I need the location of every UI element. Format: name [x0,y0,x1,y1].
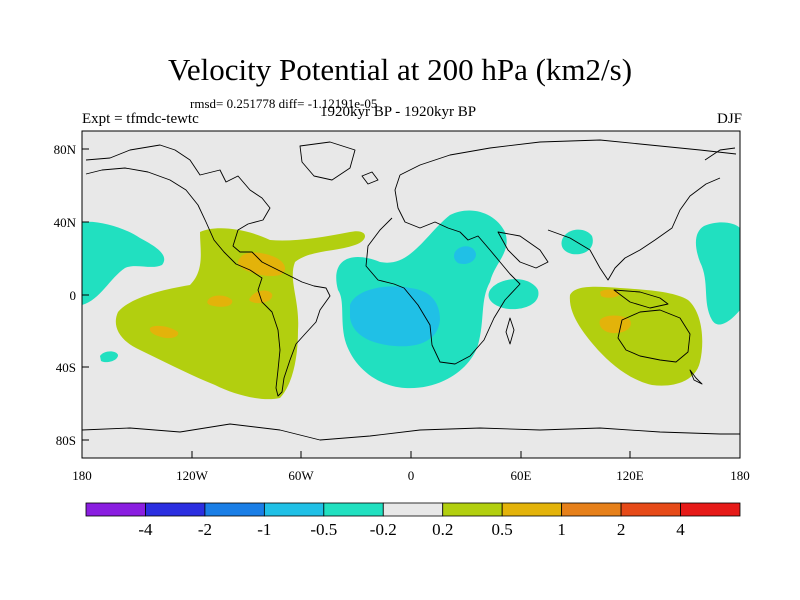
stats-label: rmsd= 0.251778 diff= -1.12191e-05 [190,96,378,111]
plot-title: Velocity Potential at 200 hPa (km2/s) [167,52,633,87]
lon-label: 120W [176,468,209,483]
colorbar-label: -0.2 [370,520,397,539]
experiment-label: Expt = tfmdc-tewtc [82,111,199,127]
contour-strong-negative-sahara [454,246,476,264]
contour-fields [82,139,740,441]
contour-moderate-positive-pacific [207,295,233,307]
contour-moderate-positive-south-pacific [149,325,179,339]
colorbar-swatch [561,502,622,517]
colorbar-swatch [442,502,503,517]
colorbar-labels: -4 -2 -1 -0.5 -0.2 0.2 0.5 1 2 4 [138,520,685,539]
colorbar [85,502,741,517]
lon-label: 180 [72,468,92,483]
lat-label: 80N [54,142,77,157]
lat-label: 40N [54,215,77,230]
colorbar-swatch [501,502,563,517]
season-label: DJF [716,111,742,127]
contour-negative-small-pacific [100,351,118,363]
axis-ticks [81,148,741,458]
colorbar-swatch [382,502,444,517]
colorbar-swatch [85,502,146,517]
colorbar-label: 0.5 [492,520,513,539]
colorbar-swatch [263,502,325,517]
lat-label: 80S [56,433,76,448]
period-label: 1920kyr BP - 1920kyr BP [320,104,477,120]
colorbar-label: -2 [198,520,212,539]
contour-negative-pacific-east [695,222,740,325]
colorbar-swatch [145,502,206,517]
lon-label: 180 [730,468,750,483]
colorbar-label: -0.5 [310,520,337,539]
lon-label: 60W [288,468,314,483]
contour-negative-east-africa [488,279,539,310]
colorbar-label: 1 [557,520,566,539]
colorbar-swatch [204,502,265,517]
colorbar-swatch [620,502,681,517]
contour-strong-negative-congo [350,286,440,347]
lat-label: 0 [70,288,77,303]
colorbar-label: 0.2 [432,520,453,539]
contour-moderate-positive-indonesia [600,289,620,298]
colorbar-label: 2 [617,520,626,539]
colorbar-swatch [680,502,741,517]
colorbar-label: -1 [257,520,271,539]
colorbar-swatch [323,502,384,517]
colorbar-label: 4 [676,520,685,539]
colorbar-label: -4 [138,520,153,539]
lat-label: 40S [56,360,76,375]
lat-labels: 80N 40N 0 40S 80S [54,142,77,448]
contour-positive-americas [115,228,366,400]
contour-moderate-positive-amazon [249,290,273,304]
lon-label: 0 [408,468,415,483]
lon-label: 120E [616,468,644,483]
lon-labels: 180 120W 60W 0 60E 120E 180 [72,468,750,483]
coastlines [82,139,740,441]
contour-negative-atlantic-west [82,221,165,305]
lon-label: 60E [511,468,532,483]
